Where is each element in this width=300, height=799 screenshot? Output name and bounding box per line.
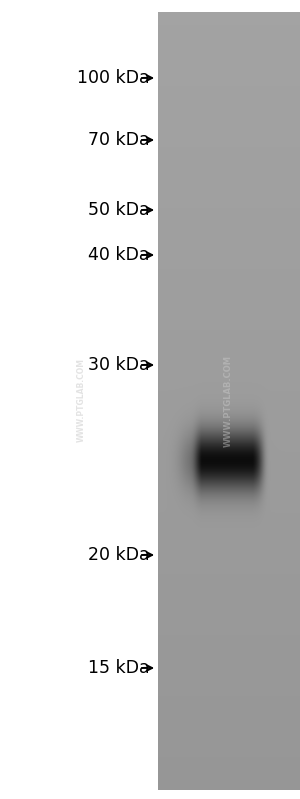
Text: 70 kDa: 70 kDa	[88, 131, 150, 149]
Text: 50 kDa: 50 kDa	[88, 201, 150, 219]
Text: WWW.PTGLAB.COM: WWW.PTGLAB.COM	[224, 355, 233, 447]
Text: 100 kDa: 100 kDa	[77, 69, 150, 87]
Text: WWW.PTGLAB.COM: WWW.PTGLAB.COM	[76, 357, 85, 442]
Text: 15 kDa: 15 kDa	[88, 659, 150, 677]
Text: 20 kDa: 20 kDa	[88, 546, 150, 564]
Text: 40 kDa: 40 kDa	[88, 246, 150, 264]
Text: 30 kDa: 30 kDa	[88, 356, 150, 374]
